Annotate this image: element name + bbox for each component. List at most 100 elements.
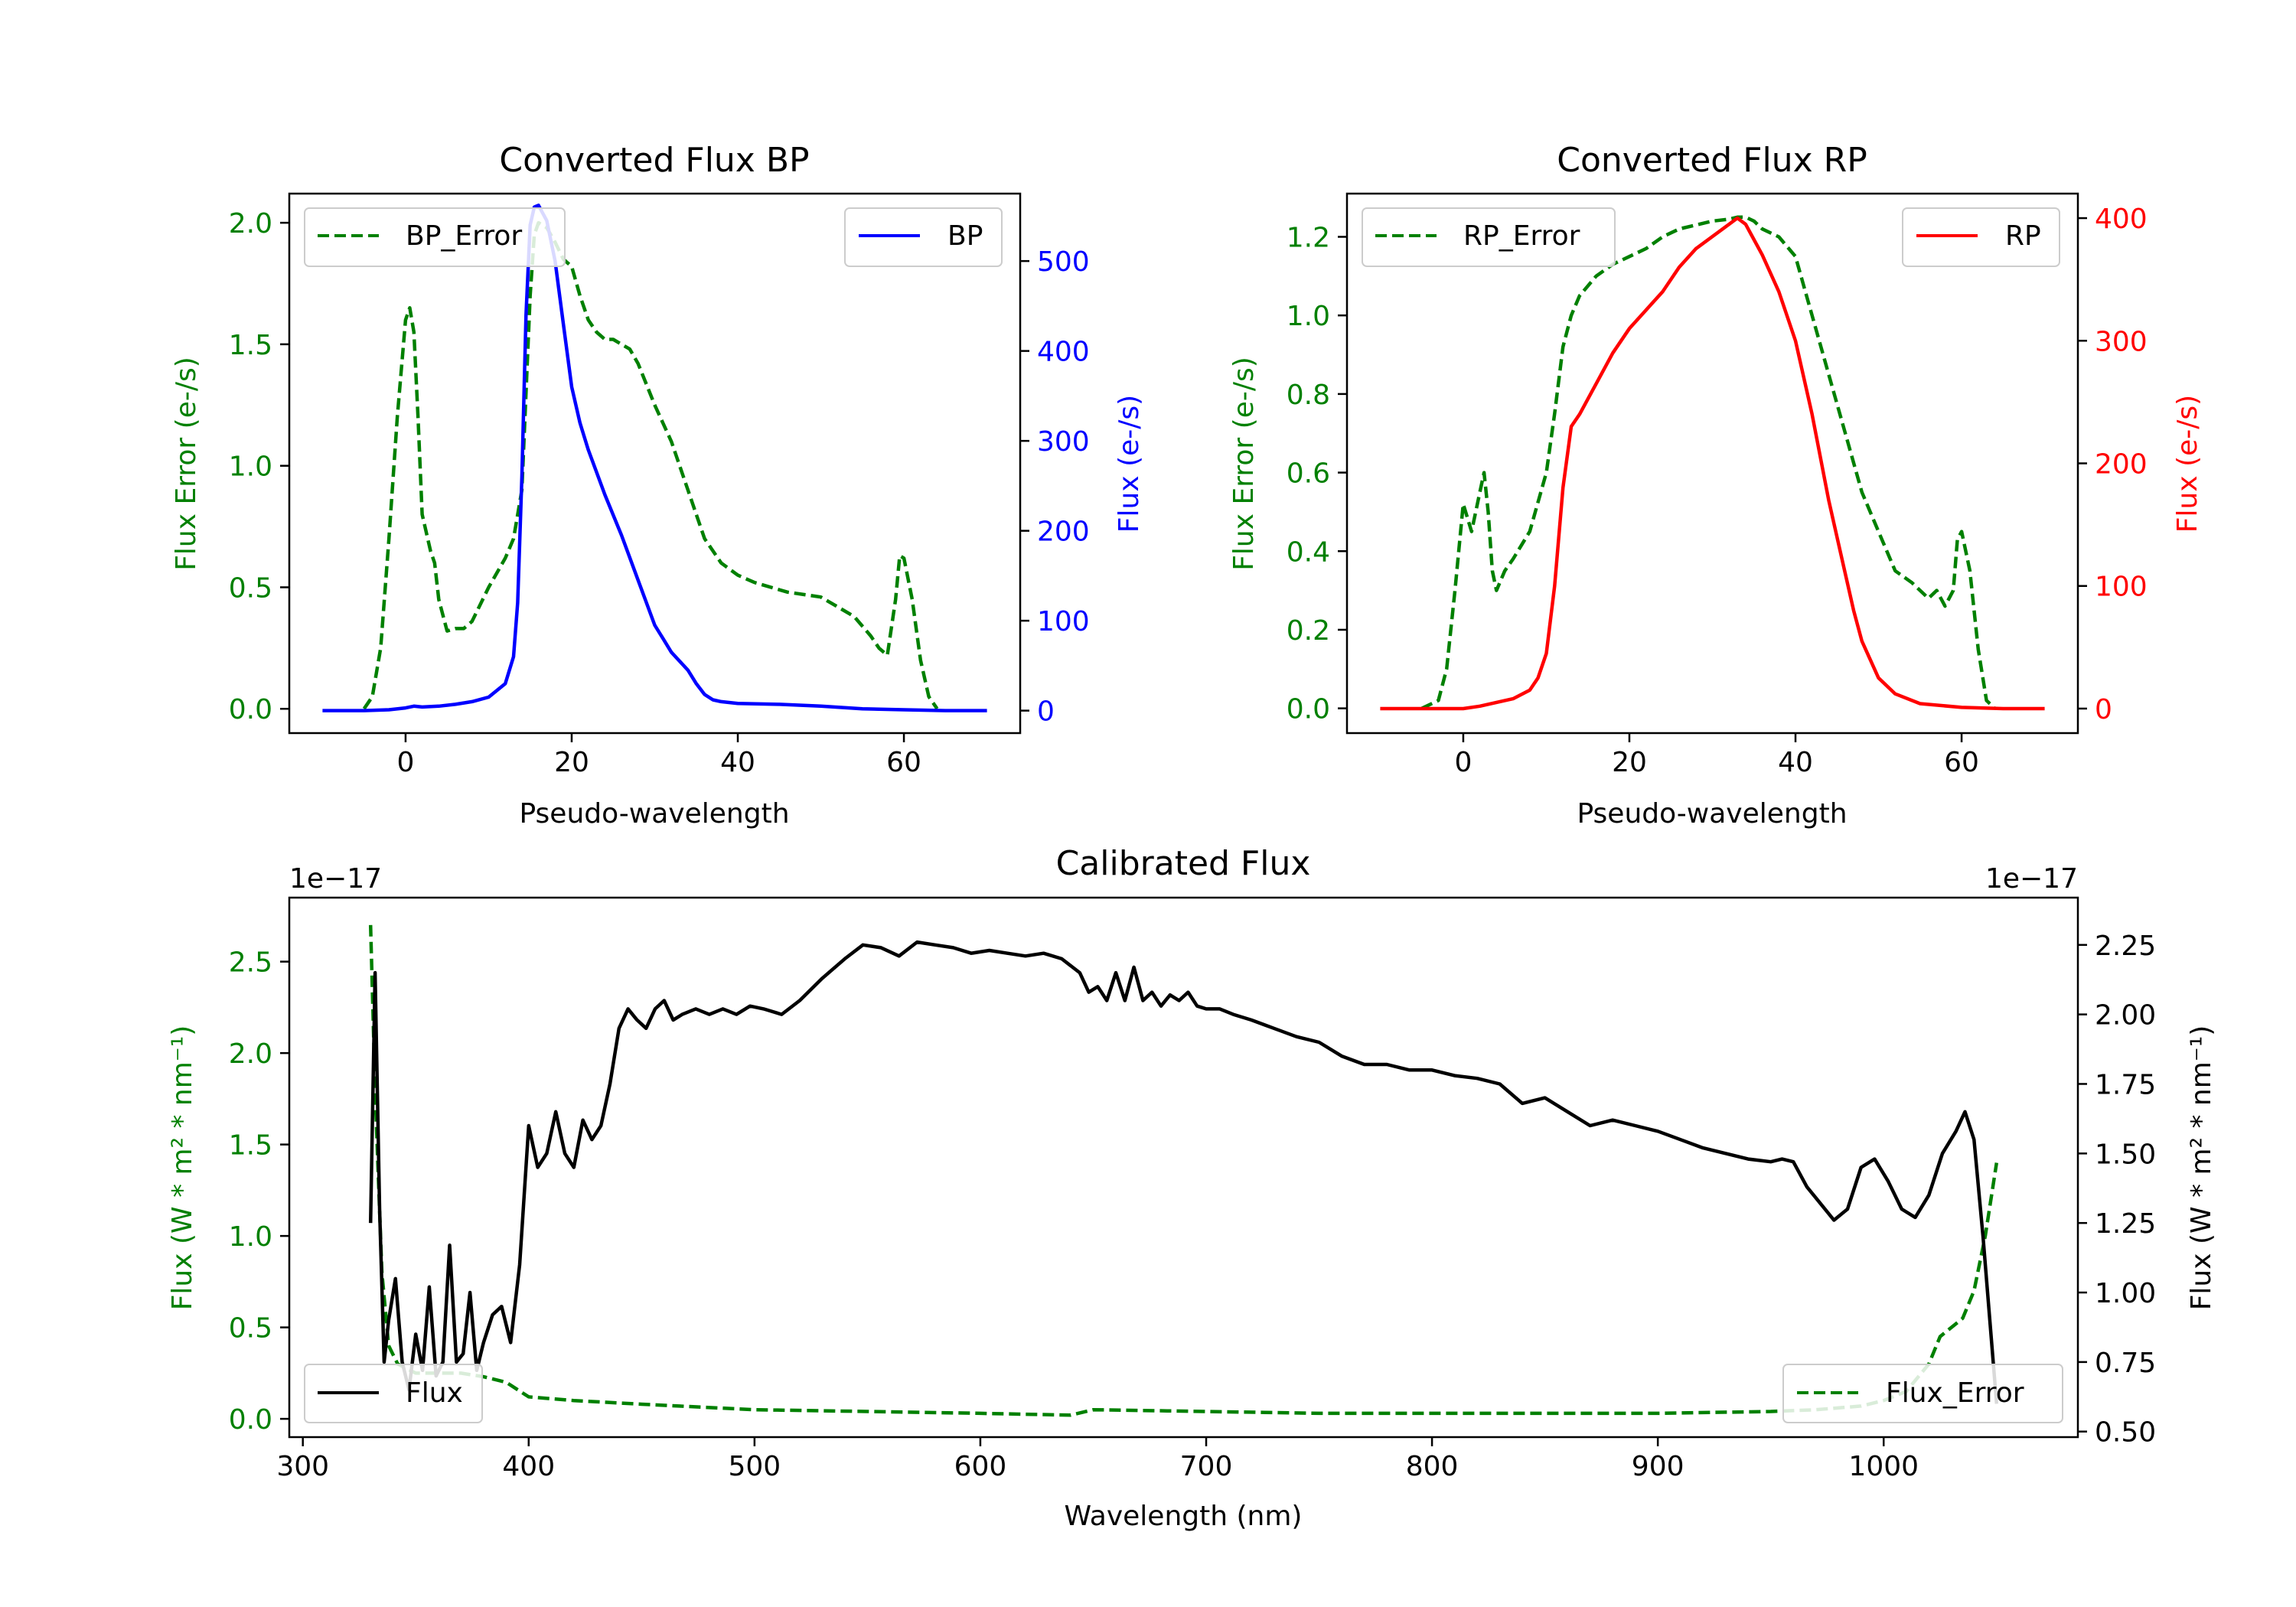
bp-left-tick-label: 0.0 — [229, 694, 272, 725]
rp-panel: Converted Flux RP 0 20 40 60 0.0 0.2 0.4 0.6 0.8… — [1228, 141, 2203, 830]
bp-right-tick-label: 0 — [1037, 696, 1055, 728]
cal-right-tick-label: 1.75 — [2095, 1069, 2156, 1100]
bp-plot-frame — [288, 192, 1022, 735]
rp-left-tick-label: 0.6 — [1287, 458, 1330, 490]
calibrated-legend-error-label: Flux_Error — [1886, 1377, 2024, 1409]
rp-right-axis-label: Flux (e-/s) — [2172, 395, 2203, 533]
bp-x-tick-label: 40 — [720, 747, 755, 778]
cal-right-tick-label: 0.75 — [2095, 1348, 2156, 1379]
cal-left-tick-label: 1.5 — [229, 1130, 272, 1162]
rp-right-tick-label: 100 — [2095, 572, 2148, 603]
rp-x-axis-label: Pseudo-wavelength — [1577, 798, 1847, 830]
rp-x-tick-label: 40 — [1778, 747, 1813, 778]
calibrated-legend-flux-label: Flux — [406, 1377, 463, 1409]
rp-legend-error-label: RP_Error — [1463, 220, 1580, 252]
cal-x-tick-label: 300 — [276, 1451, 329, 1482]
bp-left-axis-label: Flux Error (e-/s) — [171, 357, 202, 571]
calibrated-right-axis-label: Flux (W * m² * nm⁻¹) — [2186, 1025, 2217, 1311]
bp-series-bp-error-line — [362, 220, 939, 710]
cal-left-tick-label: 0.0 — [229, 1404, 272, 1436]
bp-right-axis-label: Flux (e-/s) — [1114, 395, 1145, 533]
rp-x-tick-label: 20 — [1612, 747, 1647, 778]
cal-right-tick-label: 2.00 — [2095, 1000, 2156, 1032]
calibrated-legend-right-box — [1782, 1364, 2063, 1423]
bp-legend-error-label: BP_Error — [406, 220, 522, 252]
rp-left-tick-label: 1.0 — [1287, 301, 1330, 332]
bp-x-tick-label: 60 — [886, 747, 921, 778]
cal-x-tick-label: 1000 — [1848, 1451, 1919, 1482]
bp-ticks-layer: 0 20 40 60 0.0 0.5 1.0 1.5 2.0 0 100 200 300 400 500 — [229, 208, 1090, 778]
cal-right-tick-label: 1.50 — [2095, 1139, 2156, 1170]
calibrated-left-axis-label: Flux (W * m² * nm⁻¹) — [167, 1025, 198, 1311]
rp-x-tick-label: 60 — [1944, 747, 1979, 778]
bp-legend-right-box — [844, 207, 1003, 267]
bp-right-tick-label: 100 — [1037, 606, 1090, 637]
bp-left-tick-label: 1.5 — [229, 330, 272, 361]
cal-x-tick-label: 500 — [728, 1451, 781, 1482]
rp-series-layer — [1380, 215, 2045, 711]
rp-right-tick-label: 0 — [2095, 694, 2112, 725]
bp-right-tick-label: 500 — [1037, 246, 1090, 278]
rp-left-tick-label: 0.8 — [1287, 380, 1330, 411]
bp-legend-left-box — [304, 207, 566, 267]
rp-ticks-layer: 0 20 40 60 0.0 0.2 0.4 0.6 0.8 1.0 1.2 0 100 200 300 40… — [1287, 204, 2148, 778]
bp-legend-left: BP_Error — [304, 207, 566, 267]
cal-x-tick-label: 400 — [502, 1451, 555, 1482]
cal-left-tick-label: 1.0 — [229, 1221, 272, 1253]
cal-left-tick-label: 2.0 — [229, 1038, 272, 1070]
cal-series-flux-line — [368, 940, 1999, 1404]
cal-right-tick-label: 0.50 — [2095, 1417, 2156, 1449]
bp-left-tick-label: 1.0 — [229, 451, 272, 483]
bp-panel: Converted Flux BP 0 20 40 60 0.0 0.5 1.0 1.5 2.0… — [171, 141, 1145, 830]
bp-series-bp-line — [322, 204, 987, 712]
calibrated-legend-left-box — [304, 1364, 483, 1423]
cal-right-tick-label: 1.00 — [2095, 1278, 2156, 1309]
cal-x-tick-label: 800 — [1406, 1451, 1459, 1482]
rp-series-rp-error-line — [1420, 215, 1997, 710]
rp-legend-right: RP — [1902, 207, 2060, 267]
calibrated-left-offset: 1e−17 — [289, 863, 382, 895]
calibrated-right-offset: 1e−17 — [1985, 863, 2078, 895]
bp-x-tick-label: 0 — [396, 747, 414, 778]
bp-left-tick-label: 0.5 — [229, 572, 272, 604]
bp-right-tick-label: 400 — [1037, 337, 1090, 368]
rp-right-tick-label: 200 — [2095, 449, 2148, 481]
rp-title: Converted Flux RP — [1557, 141, 1867, 180]
calibrated-x-axis-label: Wavelength (nm) — [1065, 1501, 1303, 1532]
bp-series-layer — [322, 204, 987, 712]
rp-left-tick-label: 1.2 — [1287, 222, 1330, 253]
rp-left-tick-label: 0.2 — [1287, 615, 1330, 647]
calibrated-plot-frame — [288, 896, 2079, 1439]
cal-left-tick-label: 0.5 — [229, 1313, 272, 1345]
calibrated-legend-right: Flux_Error — [1782, 1364, 2063, 1423]
bp-right-tick-label: 300 — [1037, 426, 1090, 458]
rp-right-tick-label: 400 — [2095, 204, 2148, 235]
rp-left-axis-label: Flux Error (e-/s) — [1228, 357, 1260, 571]
rp-x-tick-label: 0 — [1454, 747, 1472, 778]
rp-left-tick-label: 0.0 — [1287, 694, 1330, 725]
cal-x-tick-label: 700 — [1180, 1451, 1233, 1482]
cal-x-tick-label: 900 — [1632, 1451, 1684, 1482]
bp-legend-series-label: BP — [947, 220, 983, 252]
cal-right-tick-label: 2.25 — [2095, 931, 2156, 962]
rp-right-tick-label: 300 — [2095, 326, 2148, 357]
rp-legend-series-label: RP — [2005, 220, 2041, 252]
rp-plot-frame — [1345, 192, 2079, 735]
rp-legend-left: RP_Error — [1362, 207, 1616, 267]
calibrated-title: Calibrated Flux — [1056, 844, 1311, 883]
rp-left-tick-label: 0.4 — [1287, 536, 1330, 568]
cal-x-tick-label: 600 — [954, 1451, 1007, 1482]
calibrated-ticks-layer: 300 400 500 600 700 800 900 1000 0.0 0.5 1.0 1.5 2.0… — [229, 931, 2156, 1482]
bp-x-axis-label: Pseudo-wavelength — [519, 798, 789, 830]
rp-legend-left-box — [1362, 207, 1616, 267]
rp-series-rp-line — [1380, 216, 2045, 711]
rp-legend-right-box — [1902, 207, 2060, 267]
bp-left-tick-label: 2.0 — [229, 208, 272, 240]
bp-legend-right: BP — [844, 207, 1003, 267]
calibrated-panel: Calibrated Flux 1e−17 1e−17 300 400 500 600… — [167, 844, 2217, 1532]
bp-x-tick-label: 20 — [554, 747, 589, 778]
bp-title: Converted Flux BP — [499, 141, 809, 180]
cal-right-tick-label: 1.25 — [2095, 1208, 2156, 1240]
calibrated-legend-left: Flux — [304, 1364, 483, 1423]
